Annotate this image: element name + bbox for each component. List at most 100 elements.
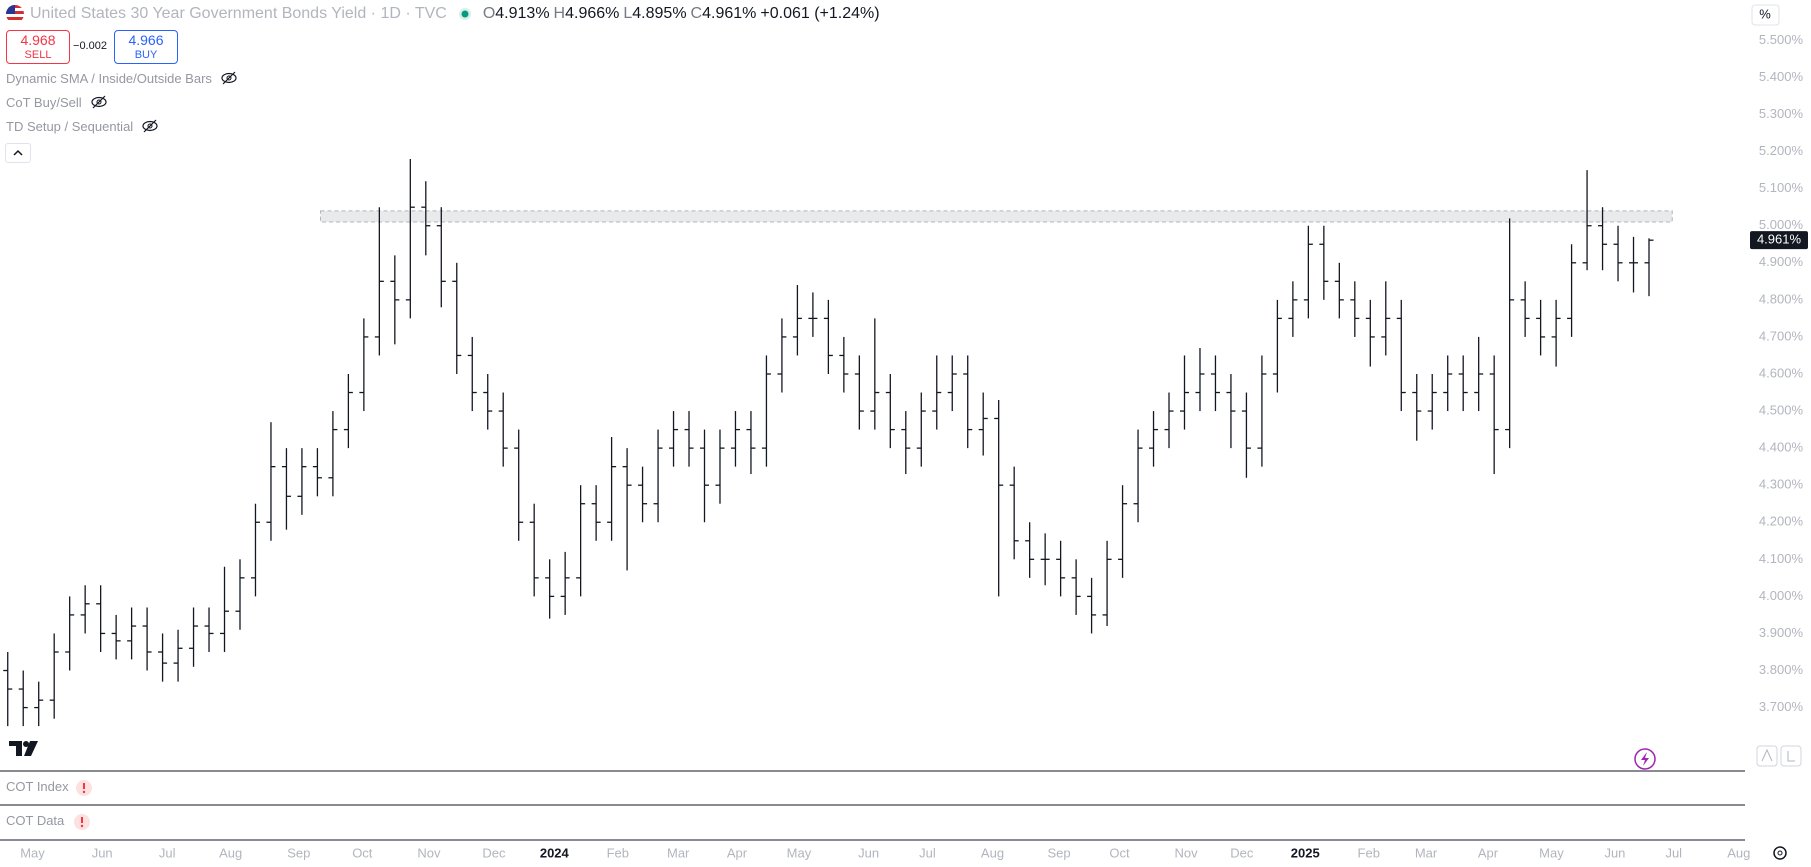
- y-tick-label: 5.000%: [1759, 217, 1804, 232]
- x-tick-label: May: [1539, 845, 1564, 860]
- y-tick-label: 3.800%: [1759, 662, 1804, 677]
- x-tick-label: Feb: [1358, 845, 1380, 860]
- indicator-name: TD Setup / Sequential: [6, 118, 134, 134]
- ohlc-item: H4.966%: [554, 5, 620, 22]
- y-tick-label: 4.200%: [1759, 514, 1804, 529]
- pane-warning: [74, 780, 92, 830]
- indicator[interactable]: Dynamic SMA / Inside/Outside Bars: [6, 70, 240, 86]
- x-tick-label: Jun: [92, 845, 113, 860]
- ohlc-values: O4.913% H4.966% L4.895% C4.961%: [483, 5, 761, 23]
- collapse-button[interactable]: [5, 143, 31, 163]
- tv-logo: [9, 741, 38, 756]
- last-price-label: 4.961%: [1757, 232, 1802, 247]
- x-tick-label: Aug: [219, 845, 242, 860]
- pane-label: COT Data: [6, 813, 65, 828]
- x-tick-label: May: [20, 845, 45, 860]
- x-tick-label: Apr: [727, 845, 748, 860]
- ohlc-value: 4.961%: [702, 5, 757, 22]
- sell-label: SELL: [24, 49, 52, 61]
- buy-price: 4.966: [128, 32, 164, 48]
- symbol-title[interactable]: United States 30 Year Government Bonds Y…: [30, 5, 447, 22]
- indicator-name: CoT Buy/Sell: [6, 94, 82, 110]
- buy-label: BUY: [134, 49, 158, 61]
- ohlc-key: H: [553, 5, 566, 22]
- x-tick-label: Sep: [287, 845, 310, 860]
- sell-button[interactable]: 4.968 SELL: [6, 30, 70, 64]
- pane-label: COT Index: [6, 779, 69, 794]
- x-tick-label: Jul: [919, 845, 936, 860]
- unit-button[interactable]: [1751, 4, 1780, 26]
- log-scale-button[interactable]: [1780, 745, 1802, 767]
- indicator[interactable]: TD Setup / Sequential: [6, 118, 161, 134]
- ohlc-key: O: [482, 5, 496, 22]
- x-tick-label: Dec: [1230, 845, 1254, 860]
- y-tick-label: 4.800%: [1759, 291, 1804, 306]
- symbol-header: United States 30 Year Government Bonds Y…: [6, 3, 884, 25]
- ohlc-value: 4.966%: [565, 5, 620, 22]
- x-tick-label: 2024: [540, 845, 570, 860]
- y-tick-label: 4.000%: [1759, 588, 1804, 603]
- x-tick-label: Nov: [1174, 845, 1198, 860]
- market-status[interactable]: [447, 5, 483, 23]
- ohlc-key: C: [690, 5, 703, 22]
- ohlc-item: C4.961%: [691, 5, 757, 22]
- hidden-icon[interactable]: [88, 94, 110, 110]
- ohlc-bars: [3, 159, 1654, 727]
- flag-icon: [6, 5, 24, 23]
- x-tick-label: Dec: [482, 845, 506, 860]
- x-tick-label: Jul: [1665, 845, 1682, 860]
- x-tick-label: Mar: [667, 845, 690, 860]
- y-tick-label: 4.600%: [1759, 365, 1804, 380]
- last-price-box: [1750, 231, 1808, 250]
- auto-icon: [1761, 748, 1773, 762]
- x-tick-label: Sep: [1048, 845, 1071, 860]
- y-tick-label: 4.100%: [1759, 551, 1804, 566]
- x-tick-label: Mar: [1415, 845, 1438, 860]
- ohlc-value: 4.895%: [632, 5, 687, 22]
- y-tick-label: 3.900%: [1759, 625, 1804, 640]
- x-tick-label: 2025: [1291, 845, 1320, 860]
- y-tick-label: 5.500%: [1759, 32, 1804, 47]
- change: +0.061 (+1.24%): [760, 5, 880, 22]
- y-tick-label: 4.400%: [1759, 440, 1804, 455]
- y-tick-label: 5.200%: [1759, 143, 1804, 158]
- x-tick-label: Oct: [352, 845, 373, 860]
- axis-unit: %: [1759, 6, 1771, 21]
- y-tick-label: 5.300%: [1759, 106, 1804, 121]
- ohlc-key: L: [623, 5, 633, 22]
- ohlc-item: L4.895%: [623, 5, 686, 22]
- y-tick-label: 4.700%: [1759, 328, 1804, 343]
- spread: −0.002: [73, 40, 107, 52]
- x-tick-label: Aug: [981, 845, 1004, 860]
- sell-price: 4.968: [20, 32, 56, 48]
- y-tick-label: 4.900%: [1759, 254, 1804, 269]
- chevron-up: [13, 149, 23, 156]
- y-tick-label: 5.100%: [1759, 180, 1804, 195]
- ohlc-value: 4.913%: [495, 5, 550, 22]
- x-tick-label: Jun: [858, 845, 879, 860]
- y-tick-label: 4.500%: [1759, 402, 1804, 417]
- x-tick-label: Aug: [1727, 845, 1750, 860]
- hidden-icon[interactable]: [139, 118, 161, 134]
- x-tick-label: Apr: [1478, 845, 1499, 860]
- x-tick-label: Jul: [159, 845, 176, 860]
- settings-button[interactable]: [1773, 846, 1787, 860]
- x-tick-label: May: [787, 845, 812, 860]
- indicator-name: Dynamic SMA / Inside/Outside Bars: [6, 70, 212, 86]
- buy-button[interactable]: 4.966 BUY: [114, 30, 178, 64]
- y-tick-label: 5.400%: [1759, 69, 1804, 84]
- y-tick-label: 3.700%: [1759, 699, 1804, 714]
- hidden-icon[interactable]: [218, 70, 240, 86]
- lightning-button[interactable]: [1634, 748, 1656, 770]
- y-tick-label: 4.300%: [1759, 477, 1804, 492]
- x-tick-label: Jun: [1604, 845, 1625, 860]
- x-tick-label: Nov: [417, 845, 441, 860]
- indicator[interactable]: CoT Buy/Sell: [6, 94, 110, 110]
- x-tick-label: Feb: [607, 845, 629, 860]
- log-icon: [1787, 751, 1795, 762]
- x-tick-label: Oct: [1109, 845, 1130, 860]
- price-zone: [320, 210, 1673, 223]
- ohlc-item: O4.913%: [483, 5, 550, 22]
